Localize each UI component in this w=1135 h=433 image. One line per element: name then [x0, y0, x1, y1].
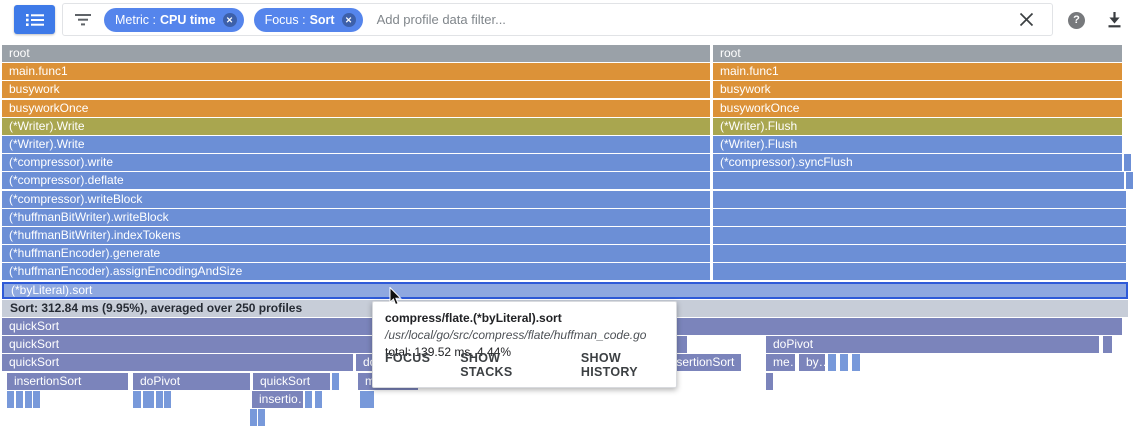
chip-close-icon[interactable]: ✕	[341, 12, 356, 27]
flame-bar-fragment[interactable]	[713, 245, 1126, 262]
tooltip-actions: FOCUS SHOW STACKS SHOW HISTORY	[385, 351, 676, 379]
filter-chip-focus[interactable]: Focus : Sort ✕	[253, 7, 363, 32]
flame-bar-huffmanencoder-assignencodingandsize[interactable]: (*huffmanEncoder).assignEncodingAndSize	[2, 263, 710, 280]
flame-bar-insertionsort[interactable]: insertionSort	[660, 354, 741, 371]
mouse-cursor-icon	[389, 287, 402, 306]
flame-bar-fragment[interactable]	[713, 263, 1126, 280]
list-icon	[25, 13, 44, 26]
flame-bar-fragment[interactable]	[713, 191, 1126, 208]
flame-bar-compressor-deflate[interactable]: (*compressor).deflate	[2, 172, 710, 189]
flame-bar-fragment[interactable]	[852, 354, 860, 371]
flame-bar-main-func1[interactable]: main.func1	[713, 63, 1122, 80]
flame-bar-huffmanencoder-generate[interactable]: (*huffmanEncoder).generate	[2, 245, 710, 262]
flame-bar-byliteral-sort[interactable]: (*byLiteral).sort	[2, 282, 1128, 299]
chip-value: Sort	[309, 12, 335, 27]
toolbar: Metric : CPU time ✕ Focus : Sort ✕ Add p…	[0, 0, 1135, 42]
flame-bar-dopivot[interactable]: doPivot	[133, 373, 250, 390]
flame-bar-insertio[interactable]: insertio…	[252, 391, 303, 408]
chip-value: CPU time	[159, 12, 216, 27]
show-history-button[interactable]: SHOW HISTORY	[580, 351, 638, 379]
flame-bar-dopivot[interactable]: doPivot	[766, 336, 1099, 353]
focus-button[interactable]: FOCUS	[385, 351, 431, 365]
flame-bar-by[interactable]: by…	[799, 354, 825, 371]
flame-bar-writer-flush[interactable]: (*Writer).Flush	[713, 118, 1122, 135]
flame-bar-fragment[interactable]	[25, 391, 32, 408]
flame-bar-busywork[interactable]: busywork	[713, 81, 1122, 98]
tooltip-frame-name: compress/flate.(*byLiteral).sort	[385, 311, 562, 325]
flame-bar-fragment[interactable]	[360, 391, 367, 408]
flame-bar-fragment[interactable]	[1124, 154, 1131, 171]
flame-bar-fragment[interactable]	[156, 391, 163, 408]
flame-bar-fragment[interactable]	[1103, 336, 1112, 353]
flame-bar-fragment[interactable]	[766, 373, 773, 390]
flame-bar-huffmanbitwriter-indextokens[interactable]: (*huffmanBitWriter).indexTokens	[2, 227, 710, 244]
filter-bar[interactable]: Metric : CPU time ✕ Focus : Sort ✕ Add p…	[62, 3, 1053, 36]
flame-bar-fragment[interactable]	[332, 373, 339, 390]
frame-tooltip: compress/flate.(*byLiteral).sort /usr/lo…	[372, 301, 677, 388]
flame-bar-fragment[interactable]	[133, 391, 141, 408]
help-icon[interactable]: ?	[1068, 12, 1085, 29]
flame-bar-fragment[interactable]	[33, 391, 40, 408]
flame-bar-quicksort[interactable]: quickSort	[253, 373, 330, 390]
flame-bar-root[interactable]: root	[713, 45, 1122, 62]
filter-icon	[75, 13, 91, 25]
flame-bar-busyworkonce[interactable]: busyworkOnce	[713, 100, 1122, 117]
flame-bar-fragment[interactable]	[143, 391, 154, 408]
flame-bar-fragment[interactable]	[258, 409, 265, 426]
chip-label: Metric :	[115, 12, 156, 27]
flame-bar-root[interactable]: root	[2, 45, 710, 62]
tooltip-total-value: total: 139.52 ms, 4.44%	[385, 345, 512, 359]
flame-bar-fragment[interactable]	[16, 391, 23, 408]
flame-bar-insertionsort[interactable]: insertionSort	[7, 373, 128, 390]
flame-bar-busywork[interactable]: busywork	[2, 81, 710, 98]
flame-bar-fragment[interactable]	[713, 227, 1126, 244]
download-icon[interactable]	[1106, 11, 1123, 29]
chip-close-icon[interactable]: ✕	[222, 12, 237, 27]
flame-bar-compressor-writeblock[interactable]: (*compressor).writeBlock	[2, 191, 710, 208]
tooltip-source-file: /usr/local/go/src/compress/flate/huffman…	[385, 328, 647, 342]
flame-bar-fragment[interactable]	[713, 172, 1124, 189]
flame-bar-compressor-write[interactable]: (*compressor).write	[2, 154, 710, 171]
flame-bar-fragment[interactable]	[7, 391, 14, 408]
flame-bar-fragment[interactable]	[315, 391, 322, 408]
flame-bar-main-func1[interactable]: main.func1	[2, 63, 710, 80]
flame-bar-fragment[interactable]	[840, 354, 848, 371]
flame-bar-writer-flush[interactable]: (*Writer).Flush	[713, 136, 1122, 153]
flame-bar-fragment[interactable]	[1126, 172, 1133, 189]
flame-bar-fragment[interactable]	[250, 409, 257, 426]
filter-input-placeholder[interactable]: Add profile data filter...	[376, 12, 506, 27]
flame-bar-fragment[interactable]	[828, 354, 836, 371]
flame-bar-fragment[interactable]	[367, 391, 374, 408]
flame-bar-me[interactable]: me…	[766, 354, 795, 371]
flame-bar-writer-write[interactable]: (*Writer).Write	[2, 136, 710, 153]
flame-bar-compressor-syncflush[interactable]: (*compressor).syncFlush	[713, 154, 1122, 171]
clear-filter-icon[interactable]	[1019, 12, 1034, 27]
flame-bar-fragment[interactable]	[164, 391, 171, 408]
view-list-button[interactable]	[14, 5, 55, 34]
filter-chip-metric[interactable]: Metric : CPU time ✕	[104, 7, 244, 32]
flame-bar-busyworkonce[interactable]: busyworkOnce	[2, 100, 710, 117]
show-stacks-button[interactable]: SHOW STACKS	[460, 351, 513, 379]
flame-bar-writer-write[interactable]: (*Writer).Write	[2, 118, 710, 135]
flame-bar-huffmanbitwriter-writeblock[interactable]: (*huffmanBitWriter).writeBlock	[2, 209, 710, 226]
flame-bar-fragment[interactable]	[713, 209, 1126, 226]
chip-label: Focus :	[264, 12, 306, 27]
flame-bar-fragment[interactable]	[305, 391, 312, 408]
flame-bar-quicksort[interactable]: quickSort	[2, 354, 353, 371]
